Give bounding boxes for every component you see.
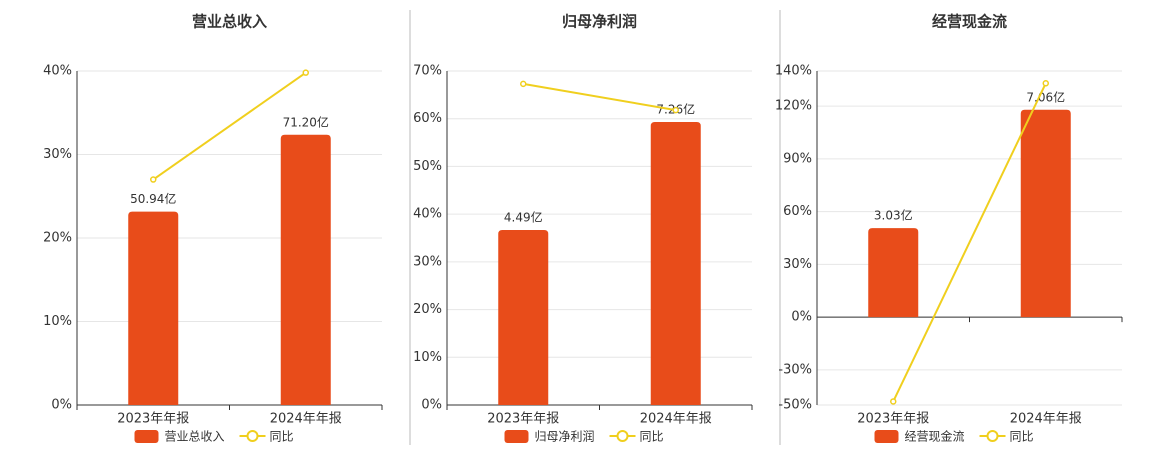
y-tick-label: 60%	[783, 204, 812, 219]
y-tick-label: 40%	[43, 64, 72, 79]
legend-marker	[986, 430, 999, 442]
bar	[868, 228, 919, 318]
y-tick-label: 20%	[413, 302, 442, 317]
data-label: 50.94亿	[130, 191, 176, 206]
line-point	[150, 176, 157, 183]
data-label: 4.49亿	[504, 210, 543, 225]
legend-swatch	[134, 430, 159, 443]
legend-label: 同比	[1010, 430, 1034, 444]
line	[523, 82, 676, 112]
y-tick-label: 70%	[413, 64, 442, 79]
x-tick-label: 2024年年报	[640, 412, 712, 427]
y-tick-label: 30%	[43, 147, 72, 162]
y-tick-label: 140%	[775, 64, 812, 79]
legend-marker	[616, 430, 629, 442]
data-label: 7.06亿	[1026, 89, 1065, 104]
x-tick-label: 2024年年报	[1010, 412, 1082, 427]
chart-title: 营业总收入	[192, 13, 267, 31]
legend-swatch	[874, 430, 899, 443]
y-tick-label: 50%	[413, 159, 442, 174]
chart-title: 归母净利润	[562, 13, 637, 31]
x-tick-label: 2023年年报	[487, 412, 559, 427]
y-tick-label: 0%	[421, 398, 442, 413]
bar	[280, 134, 331, 405]
legend-label: 同比	[640, 430, 664, 444]
line	[152, 71, 307, 181]
line-point	[890, 398, 897, 405]
legend-label: 经营现金流	[905, 429, 965, 444]
x-tick-label: 2024年年报	[270, 412, 342, 427]
y-tick-label: -50%	[778, 398, 812, 413]
legend-swatch	[504, 430, 529, 443]
y-tick-label: 20%	[43, 231, 72, 246]
bar	[650, 122, 701, 405]
y-tick-label: 120%	[775, 99, 812, 114]
line-point	[1042, 80, 1049, 87]
y-tick-label: 90%	[783, 151, 812, 166]
y-tick-label: -30%	[778, 362, 812, 377]
line-point	[672, 106, 679, 114]
data-label: 71.20亿	[283, 114, 329, 129]
bar	[1020, 109, 1071, 318]
x-tick-label: 2023年年报	[857, 412, 929, 427]
bar	[498, 230, 549, 405]
line-point	[302, 69, 309, 76]
data-label: 3.03亿	[874, 208, 913, 223]
legend-label: 归母净利润	[535, 430, 595, 444]
y-tick-label: 10%	[43, 314, 72, 329]
y-tick-label: 60%	[413, 111, 442, 126]
y-tick-label: 0%	[51, 398, 72, 413]
y-tick-label: 10%	[413, 350, 442, 365]
legend-marker	[246, 430, 259, 442]
bar	[128, 211, 179, 405]
chart-title: 经营现金流	[932, 13, 1007, 31]
line	[892, 82, 1047, 402]
legend-label: 同比	[270, 430, 294, 444]
line-point	[520, 80, 527, 88]
y-tick-label: 30%	[783, 257, 812, 272]
y-tick-label: 40%	[413, 207, 442, 222]
legend-label: 营业总收入	[165, 430, 225, 444]
x-tick-label: 2023年年报	[117, 412, 189, 427]
y-tick-label: 30%	[413, 254, 442, 269]
y-tick-label: 0%	[791, 310, 812, 325]
